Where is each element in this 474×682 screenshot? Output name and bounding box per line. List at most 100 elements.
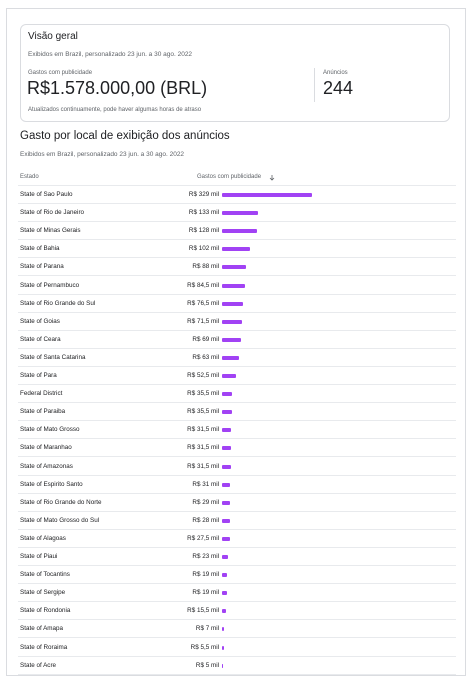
spend-bar bbox=[222, 374, 237, 378]
row-separator bbox=[18, 565, 456, 566]
spend-label: R$ 27,5 mil bbox=[187, 534, 219, 542]
spend-label: R$ 35,5 mil bbox=[187, 408, 219, 416]
row-separator bbox=[18, 546, 456, 548]
spend-label: R$ 19 mil bbox=[192, 589, 219, 597]
row-separator bbox=[18, 203, 456, 204]
spend-bar bbox=[222, 301, 243, 306]
spend-bar bbox=[222, 392, 232, 397]
spend-label: R$ 76,5 mil bbox=[187, 299, 219, 307]
spend-bar bbox=[222, 229, 257, 234]
row-separator bbox=[18, 438, 456, 440]
section-title: Gasto por local de exibição dos anúncios bbox=[20, 130, 230, 142]
spend-bar bbox=[222, 555, 229, 559]
row-separator bbox=[18, 601, 456, 603]
state-name: State of Alagoas bbox=[20, 534, 66, 542]
spend-label: R$ 84,5 mil bbox=[187, 281, 219, 289]
spend-label: R$ 23 mil bbox=[192, 553, 219, 560]
row-separator bbox=[18, 510, 456, 512]
row-separator bbox=[18, 456, 456, 458]
state-name: State of Piaui bbox=[20, 553, 58, 560]
header-state: Estado bbox=[20, 174, 39, 180]
spend-label: R$ 63 mil bbox=[192, 353, 219, 361]
spend-label: Gastos com publicidade bbox=[28, 70, 93, 76]
spend-bar bbox=[222, 283, 246, 288]
state-name: Federal District bbox=[20, 390, 63, 398]
row-separator bbox=[18, 474, 456, 476]
ads-value: 244 bbox=[323, 78, 354, 98]
row-separator bbox=[18, 492, 456, 494]
spend-label: R$ 19 mil bbox=[192, 571, 219, 579]
spend-bar bbox=[222, 211, 259, 216]
spend-bar bbox=[222, 446, 231, 451]
spend-bar bbox=[222, 410, 232, 415]
spend-bar bbox=[222, 609, 227, 614]
spend-label: R$ 128 mil bbox=[188, 227, 219, 235]
note: Atualizados continuamente, pode haver al… bbox=[28, 107, 202, 113]
spend-label: R$ 52,5 mil bbox=[187, 372, 219, 379]
state-name: State of Roraima bbox=[20, 643, 68, 651]
spend-bar bbox=[222, 265, 247, 270]
spend-label: R$ 31,5 mil bbox=[187, 444, 219, 452]
row-separator bbox=[18, 420, 456, 422]
spend-bar bbox=[222, 536, 230, 541]
spend-label: R$ 102 mil bbox=[188, 245, 219, 253]
spend-bar bbox=[222, 573, 228, 578]
state-name: State of Amazonas bbox=[20, 462, 73, 470]
row-separator bbox=[18, 365, 456, 367]
row-separator bbox=[18, 402, 456, 404]
spend-label: R$ 7 mil bbox=[195, 625, 219, 633]
spend-label: R$ 35,5 mil bbox=[187, 390, 219, 398]
spend-bar bbox=[222, 337, 241, 342]
spend-bar bbox=[222, 627, 224, 632]
row-separator bbox=[18, 655, 456, 657]
spend-label: R$ 133 mil bbox=[188, 209, 219, 217]
row-separator bbox=[18, 221, 456, 223]
spend-bar bbox=[222, 591, 228, 596]
spend-label: R$ 31,5 mil bbox=[187, 462, 219, 470]
overview-card bbox=[20, 24, 450, 122]
row-separator bbox=[18, 275, 456, 277]
spend-label: R$ 31 mil bbox=[192, 480, 219, 488]
spend-bar bbox=[222, 482, 231, 487]
state-name: State of Sao Paulo bbox=[20, 191, 73, 198]
spend-bar bbox=[222, 193, 312, 197]
spend-bar bbox=[222, 464, 231, 469]
state-name: State of Maranhao bbox=[20, 444, 72, 452]
state-name: State of Rondonia bbox=[20, 607, 71, 615]
spend-bar bbox=[222, 518, 230, 523]
row-separator bbox=[18, 673, 456, 675]
header-separator bbox=[18, 185, 456, 186]
sort-icon[interactable] bbox=[268, 174, 276, 182]
spend-bar bbox=[222, 645, 224, 650]
spend-label: R$ 29 mil bbox=[192, 498, 219, 506]
spend-value: R$1.578.000,00 (BRL) bbox=[27, 78, 208, 98]
spend-bar bbox=[222, 319, 242, 324]
state-name: State of Minas Gerais bbox=[20, 227, 81, 235]
state-name: State of Mato Grosso bbox=[20, 426, 80, 434]
row-separator bbox=[18, 583, 456, 585]
spend-label: R$ 71,5 mil bbox=[187, 317, 219, 325]
state-name: State of Rio Grande do Norte bbox=[20, 498, 102, 506]
state-name: State of Parana bbox=[20, 263, 64, 271]
spend-label: R$ 5,5 mil bbox=[190, 643, 219, 651]
spend-label: R$ 5 mil bbox=[195, 661, 219, 669]
header-spend[interactable]: Gastos com publicidade bbox=[197, 174, 262, 180]
row-separator bbox=[18, 239, 456, 241]
spend-label: R$ 28 mil bbox=[192, 516, 219, 524]
spend-bar bbox=[222, 355, 240, 360]
state-name: State of Pernambuco bbox=[20, 281, 80, 289]
divider bbox=[314, 68, 315, 102]
spend-bar bbox=[222, 500, 230, 505]
spend-label: R$ 88 mil bbox=[192, 263, 219, 271]
ads-label: Anúncios bbox=[323, 70, 348, 76]
row-separator bbox=[18, 619, 456, 621]
state-name: State of Sergipe bbox=[20, 589, 66, 597]
spend-label: R$ 329 mil bbox=[188, 191, 219, 198]
overview-title: Visão geral bbox=[28, 31, 78, 42]
state-name: State of Tocantins bbox=[20, 571, 70, 579]
row-separator bbox=[18, 293, 456, 295]
row-separator bbox=[18, 311, 456, 313]
row-separator bbox=[18, 384, 456, 385]
state-name: State of Santa Catarina bbox=[20, 353, 86, 361]
